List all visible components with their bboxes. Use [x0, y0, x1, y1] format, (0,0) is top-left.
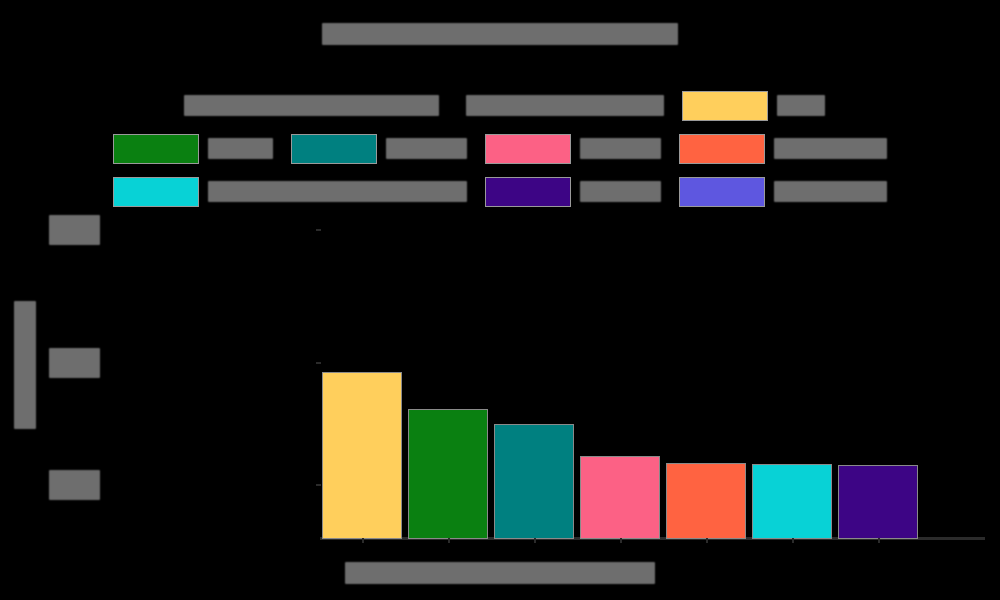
- legend-swatch-pink: [484, 133, 571, 164]
- bar-6[interactable]: [752, 464, 832, 539]
- legend-swatch-purple: [484, 176, 571, 207]
- plot-area: ███ ███ ███: [49, 205, 985, 543]
- legend-label: ████████████████: [183, 95, 439, 116]
- chart-legend: ████████████████ █████ ████████ ███ ████…: [0, 84, 1000, 213]
- x-tick-mark: [534, 538, 536, 543]
- y-tick-text: ███: [49, 348, 100, 378]
- legend-row: ████ █████ █████ ███████: [0, 127, 1000, 170]
- legend-label: █████: [579, 181, 661, 202]
- x-tick-mark: [706, 538, 708, 543]
- legend-entry[interactable]: █████: [484, 133, 661, 164]
- x-tick-mark: [620, 538, 622, 543]
- y-tick-mark: [316, 484, 321, 486]
- legend-entry[interactable]: ████████████████: [175, 95, 439, 116]
- legend-label: ███████: [773, 181, 887, 202]
- legend-swatch-blueviolet: [678, 176, 765, 207]
- bar-5[interactable]: [666, 463, 746, 539]
- y-tick-text: ███: [49, 470, 100, 500]
- legend-row: ████████████████ █████ ███████: [0, 170, 1000, 213]
- legend-entry[interactable]: █████ ████████: [457, 95, 664, 116]
- legend-swatch-teal: [291, 133, 378, 164]
- legend-label: ███████: [773, 138, 887, 159]
- x-tick-mark: [878, 538, 880, 543]
- bar-series: [110, 205, 985, 543]
- legend-entry[interactable]: █████: [291, 133, 467, 164]
- x-axis-label: ██████ ██ ██████████: [0, 560, 1000, 584]
- legend-entry[interactable]: ███████: [678, 176, 887, 207]
- y-tick-label: ███: [49, 348, 100, 378]
- legend-label: █████: [386, 138, 467, 159]
- legend-swatch-cyan: [113, 176, 200, 207]
- x-tick-mark: [362, 538, 364, 543]
- y-tick-label: ███: [49, 470, 100, 500]
- y-axis-label: ████████: [8, 290, 42, 440]
- legend-swatch-orange: [678, 133, 765, 164]
- bar-2[interactable]: [408, 409, 488, 539]
- legend-swatch-green: [113, 133, 200, 164]
- y-tick-mark: [316, 229, 321, 231]
- bar-3[interactable]: [494, 424, 574, 539]
- x-tick-mark: [448, 538, 450, 543]
- legend-entry[interactable]: ████: [113, 133, 274, 164]
- legend-swatch-yellow: [681, 90, 768, 121]
- bar-4[interactable]: [580, 456, 660, 539]
- legend-label: █████ ████████: [465, 95, 664, 116]
- legend-label: ███: [776, 95, 826, 116]
- bar-1[interactable]: [322, 372, 402, 539]
- legend-entry[interactable]: ███████: [678, 133, 887, 164]
- legend-entry[interactable]: ████████████████: [113, 176, 467, 207]
- y-tick-mark: [316, 362, 321, 364]
- legend-label: ████: [208, 138, 274, 159]
- bar-7[interactable]: [838, 465, 918, 539]
- x-axis-label-text: ██████ ██ ██████████: [345, 562, 655, 584]
- legend-entry[interactable]: █████: [484, 176, 661, 207]
- x-tick-mark: [792, 538, 794, 543]
- chart-title-text: ███████ ████ ████████: [321, 22, 679, 45]
- legend-row: ████████████████ █████ ████████ ███: [0, 84, 1000, 127]
- y-tick-label: ███: [49, 215, 100, 245]
- legend-label: ████████████████: [208, 181, 467, 202]
- legend-label: █████: [579, 138, 661, 159]
- page-title: ███████ ████ ████████: [0, 20, 1000, 46]
- y-tick-text: ███: [49, 215, 100, 245]
- legend-entry[interactable]: ███: [681, 90, 826, 121]
- y-axis-label-text: ████████: [14, 301, 36, 429]
